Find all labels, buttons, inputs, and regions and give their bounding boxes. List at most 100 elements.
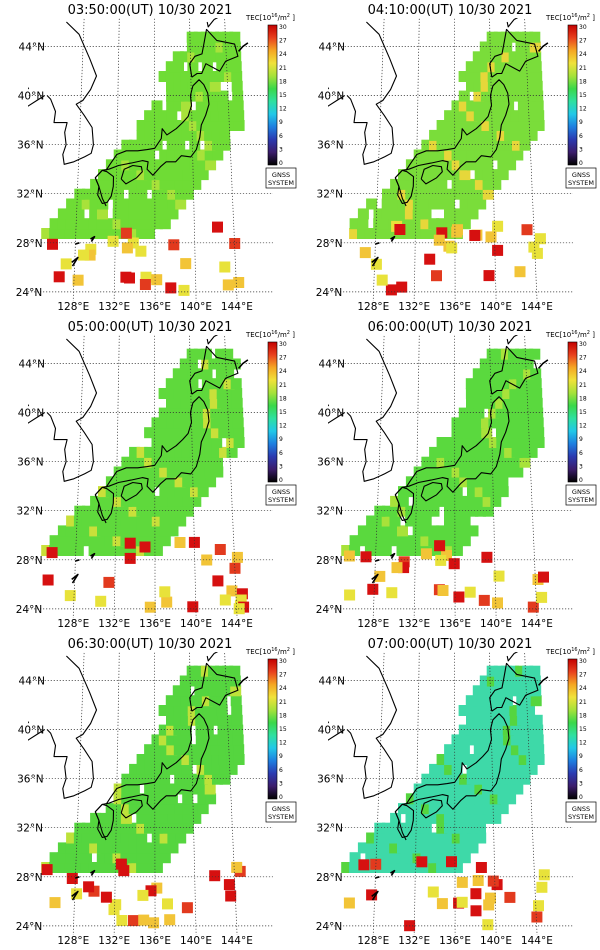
tec-cell <box>436 862 448 873</box>
tec-cell <box>151 437 163 448</box>
map-area <box>28 18 273 301</box>
tec-cell <box>144 852 155 864</box>
tec-cell <box>224 714 236 726</box>
tec-cell <box>526 763 538 775</box>
tec-cell <box>413 169 425 181</box>
tec-cell <box>459 456 471 468</box>
tec-cell <box>420 515 432 527</box>
tec-cell <box>431 270 442 282</box>
tec-cell <box>186 41 198 53</box>
map-area <box>28 335 273 618</box>
tec-cell <box>218 754 230 765</box>
coastlines <box>328 18 549 267</box>
tec-cell <box>197 149 209 161</box>
longitude-label: 140°E <box>180 301 212 313</box>
tec-cell <box>397 495 409 507</box>
tec-cell <box>136 169 148 181</box>
svg-text:SYSTEM: SYSTEM <box>568 813 594 821</box>
tec-cell <box>360 551 372 563</box>
tec-cell <box>167 178 179 190</box>
tec-cell <box>120 227 132 239</box>
latitude-label: 24°N <box>316 287 342 299</box>
tec-cell <box>89 525 101 537</box>
tec-cell <box>380 862 392 873</box>
tec-cell <box>524 714 536 726</box>
tec-cell <box>73 832 85 844</box>
latitude-label: 40°N <box>18 725 44 737</box>
tec-cell <box>129 139 140 151</box>
tec-cell <box>181 417 192 429</box>
tec-cell <box>486 31 498 43</box>
tec-cell <box>98 169 109 181</box>
tec-cell <box>216 71 228 82</box>
tec-cell <box>459 803 471 815</box>
tec-cell <box>412 832 424 844</box>
longitude-label: 132°E <box>98 618 130 630</box>
tec-cell <box>527 601 539 613</box>
tec-cell <box>473 100 485 112</box>
tec-cell <box>534 233 546 245</box>
tec-cell <box>181 763 193 775</box>
tec-cell <box>495 734 507 746</box>
tec-cell <box>219 446 231 458</box>
tec-cell <box>159 852 171 864</box>
tec-cell <box>166 437 178 448</box>
latitude-label: 28°N <box>316 872 342 884</box>
tec-cell <box>151 476 163 488</box>
tec-cell <box>509 378 521 390</box>
tec-cell <box>488 90 500 102</box>
tec-map-panel: 06:00:00(UT) 10/30 2021 44°N 40°N 36°N 32°N 2… <box>300 317 600 633</box>
tec-cell <box>373 852 385 864</box>
tec-cell <box>413 178 425 190</box>
tec-cell <box>517 724 529 736</box>
coastline <box>328 721 345 741</box>
colorbar-tick: 12 <box>279 106 287 113</box>
latitude-label: 28°N <box>16 238 42 250</box>
tec-cell <box>473 744 485 756</box>
latitude-label: 36°N <box>317 457 343 469</box>
tec-cell <box>496 763 508 775</box>
tec-cell <box>188 437 200 448</box>
tec-cell <box>497 793 509 805</box>
tec-cell <box>57 545 68 556</box>
tec-cell <box>517 734 529 746</box>
tec-cell <box>436 812 448 824</box>
tec-cell <box>202 388 214 399</box>
tec-cell <box>364 545 376 556</box>
longitude-line <box>489 652 497 935</box>
tec-cell <box>523 51 535 63</box>
tec-cell <box>349 535 361 547</box>
tec-cell <box>436 178 448 190</box>
tec-cell <box>219 594 231 606</box>
colorbar-tick: 30 <box>279 24 287 31</box>
longitude-label: 128°E <box>57 618 89 630</box>
tec-cell <box>482 188 494 200</box>
tec-cell <box>78 249 89 261</box>
svg-text:GNSS: GNSS <box>572 171 590 179</box>
tec-cell <box>159 159 171 171</box>
colorbar-tick: 0 <box>579 794 583 801</box>
tec-cell <box>178 284 190 296</box>
colorbar-label: TEC[1016/m2 ] <box>245 13 295 22</box>
tec-cell <box>159 812 171 824</box>
tec-cell <box>151 822 163 834</box>
tec-cell <box>436 218 448 230</box>
tec-cell <box>144 812 155 824</box>
tec-cell <box>159 842 171 854</box>
tec-cell <box>509 71 521 82</box>
tec-cell <box>531 397 543 409</box>
latitude-label: 32°N <box>317 189 343 201</box>
tec-cell <box>174 178 186 190</box>
tec-cell <box>233 277 245 288</box>
tec-cell <box>182 803 194 815</box>
latitude-label: 44°N <box>19 359 45 371</box>
tec-cell <box>120 218 132 230</box>
colorbar-tick: 18 <box>279 395 287 402</box>
tec-cell <box>367 583 379 595</box>
tec-cell <box>413 486 425 498</box>
tec-cell <box>197 803 209 815</box>
island <box>537 676 549 686</box>
tec-cell <box>144 466 156 478</box>
tec-cell <box>208 41 220 53</box>
